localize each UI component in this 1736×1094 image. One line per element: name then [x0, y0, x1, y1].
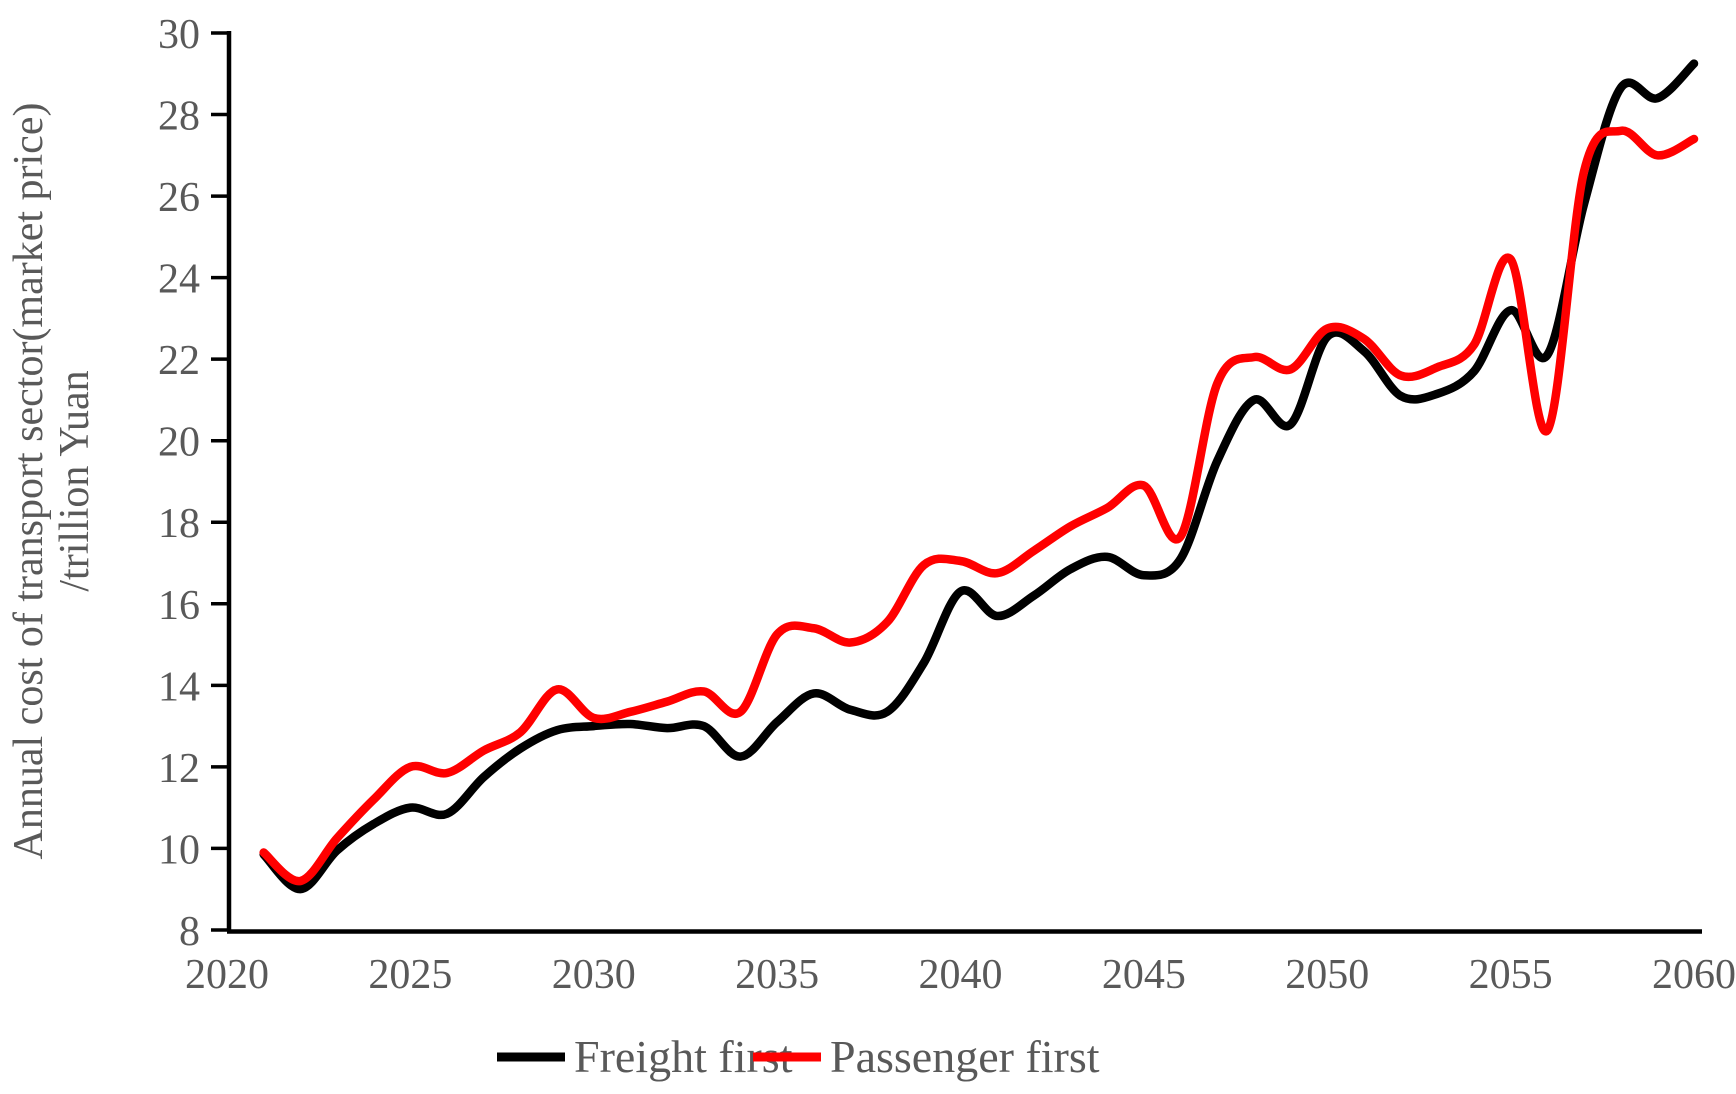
- y-tick-label: 28: [158, 94, 200, 140]
- y-tick-label: 26: [158, 175, 200, 221]
- y-axis-title-line1: Annual cost of transport sector(market p…: [6, 103, 52, 860]
- x-tick-label: 2060: [1652, 952, 1736, 998]
- x-tick-label: 2050: [1285, 952, 1369, 998]
- x-tick-label: 2025: [368, 952, 452, 998]
- y-tick-label: 18: [158, 501, 200, 547]
- x-tick-label: 2020: [185, 952, 269, 998]
- series-lines: [259, 59, 1699, 894]
- y-tick-label: 20: [158, 420, 200, 466]
- x-axis-ticks: 2020 2025 2030 2035 2040 2045 2050 2055 2060: [185, 952, 1736, 998]
- y-axis-ticks: 8 10 12 14 16 18 20 22 24 26 28 30: [158, 12, 229, 955]
- x-tick-label: 2045: [1102, 952, 1186, 998]
- x-tick-label: 2035: [735, 952, 819, 998]
- y-tick-label: 14: [158, 664, 200, 710]
- y-tick-label: 24: [158, 257, 200, 303]
- legend: Freight first Passenger first: [497, 1031, 1100, 1082]
- y-tick-label: 8: [179, 909, 200, 955]
- x-tick-label: 2030: [552, 952, 636, 998]
- y-tick-label: 12: [158, 746, 200, 792]
- y-tick-label: 22: [158, 338, 200, 384]
- y-tick-label: 30: [158, 12, 200, 58]
- y-axis-title-line2: /trillion Yuan: [52, 370, 98, 591]
- y-tick-label: 16: [158, 583, 200, 629]
- x-tick-label: 2040: [919, 952, 1003, 998]
- passenger-first-line: [259, 126, 1699, 886]
- x-tick-label: 2055: [1469, 952, 1553, 998]
- y-tick-label: 10: [158, 827, 200, 873]
- passenger-first-legend-label: Passenger first: [830, 1031, 1100, 1082]
- freight-first-line: [259, 59, 1699, 894]
